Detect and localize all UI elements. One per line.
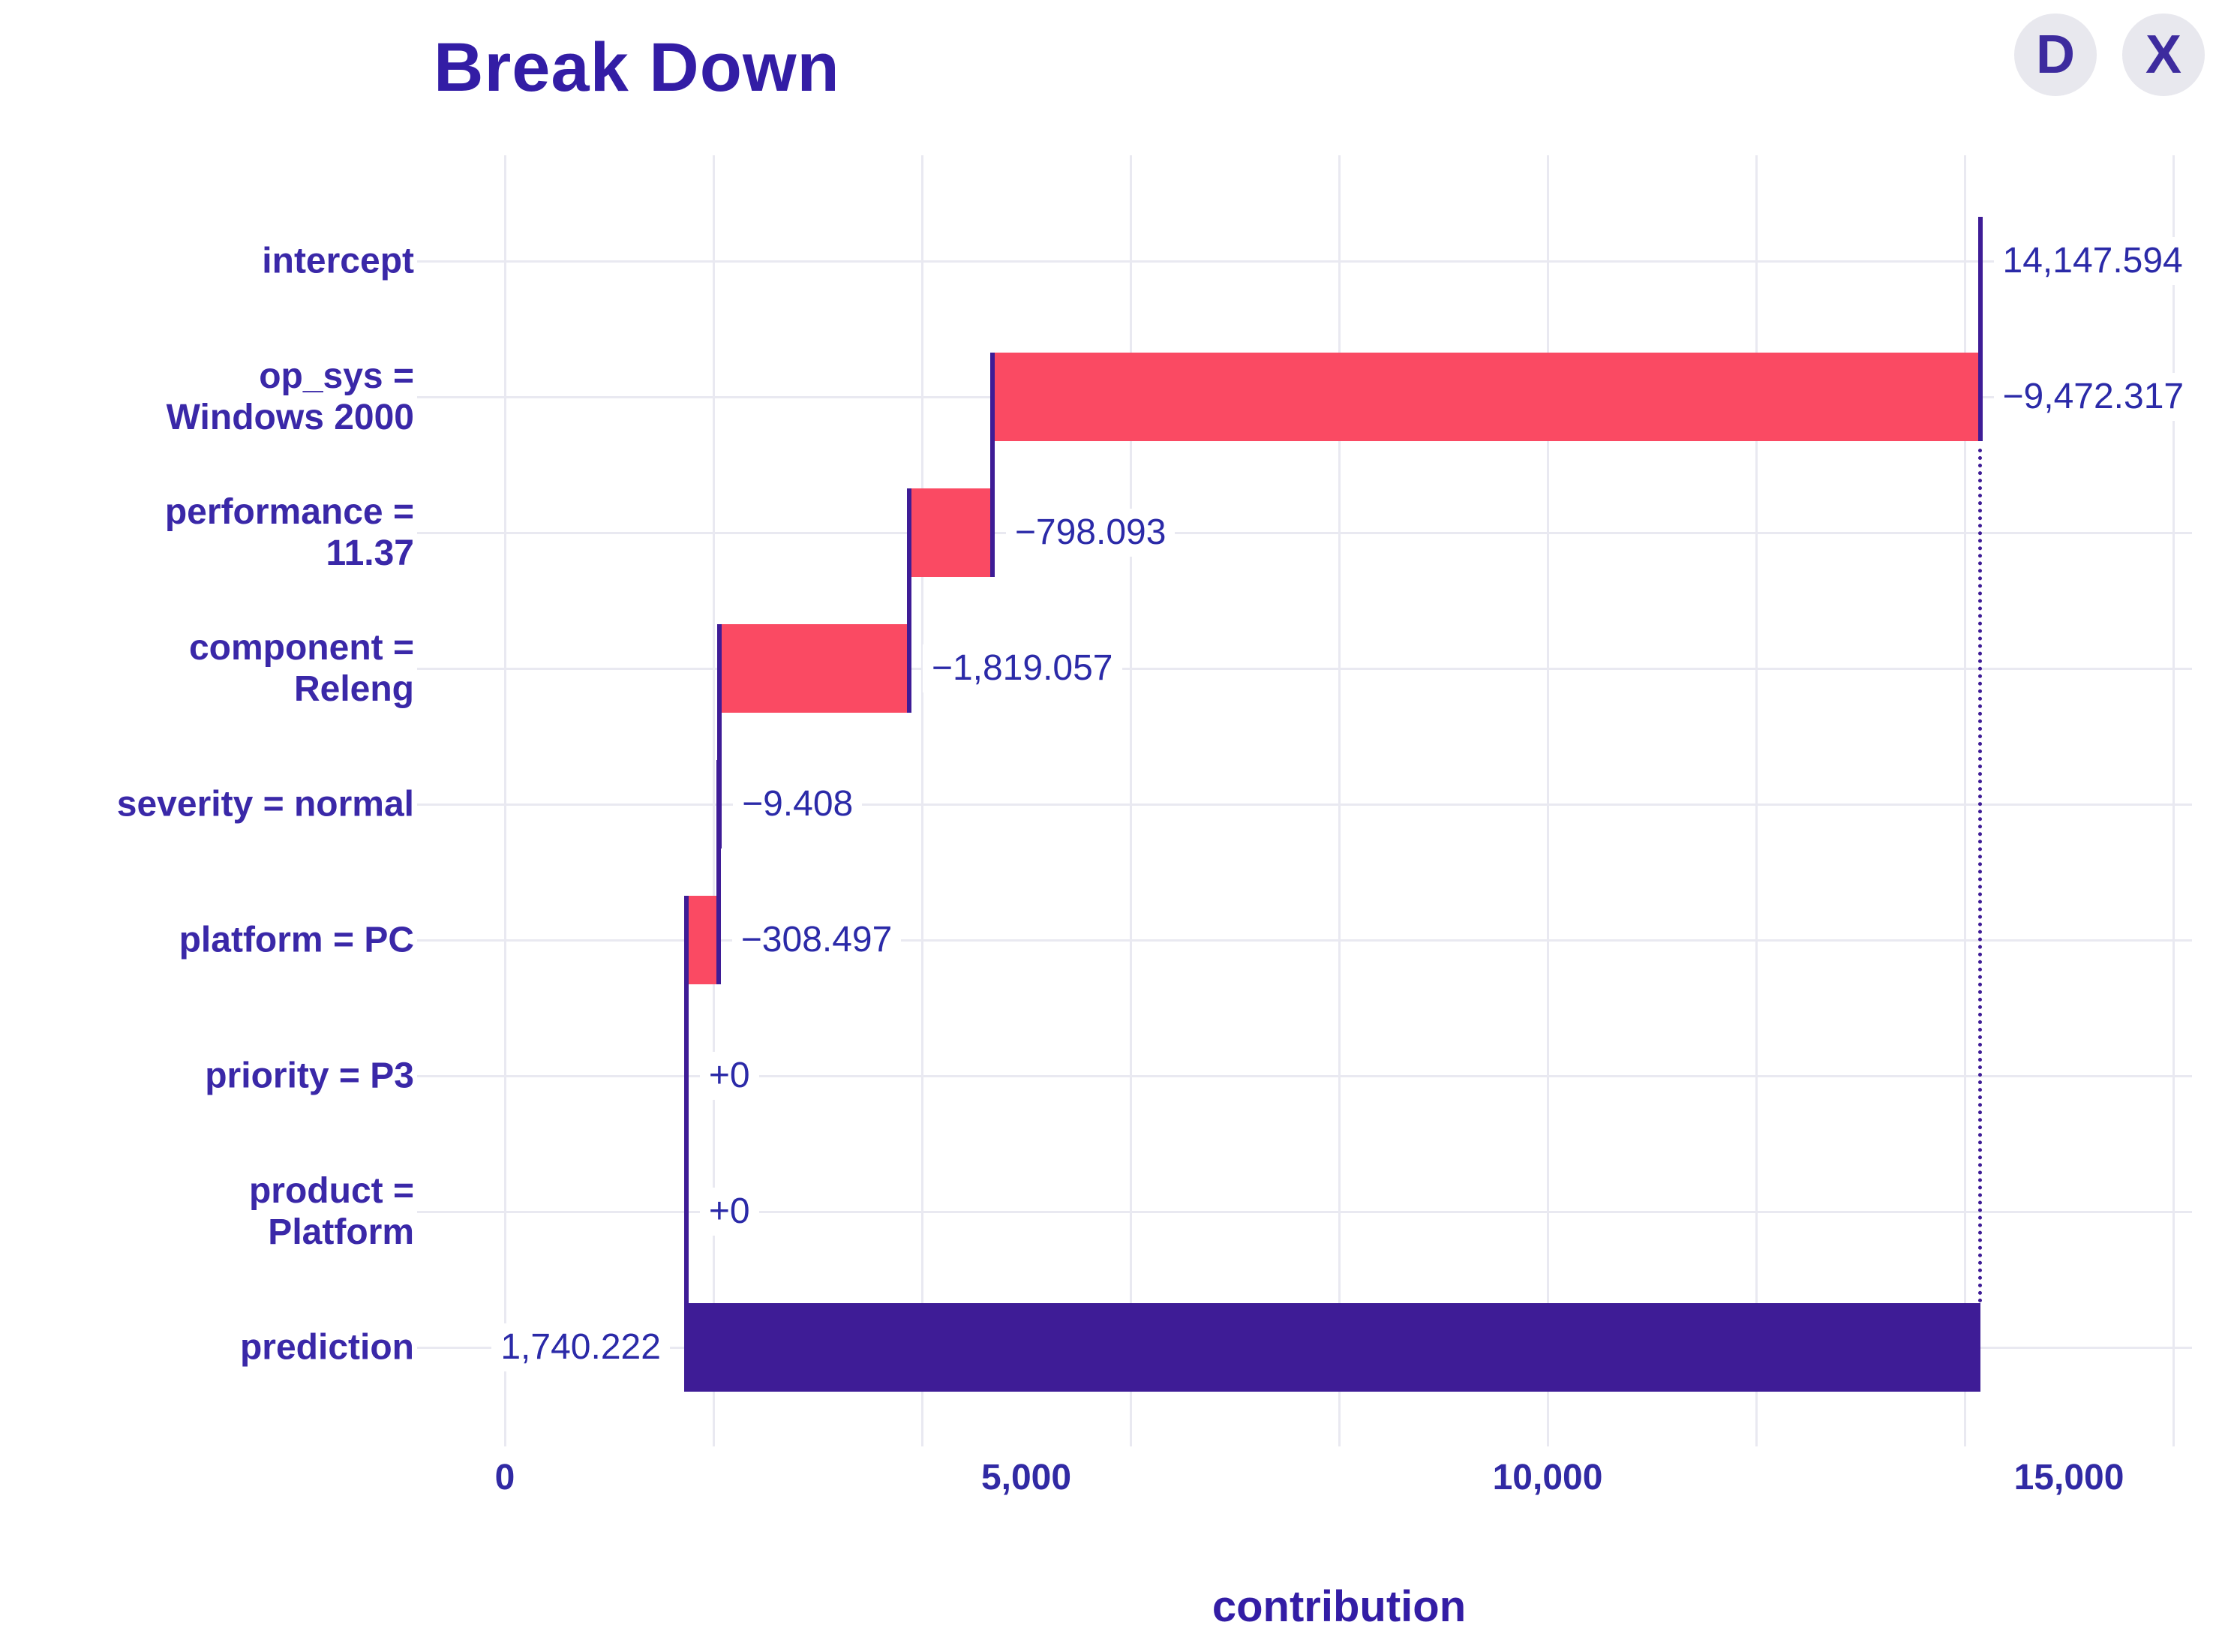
- horizontal-gridline: [417, 1210, 2192, 1213]
- bar-negative-contribution[interactable]: [992, 353, 1980, 441]
- vertical-gridline: [1546, 155, 1549, 1446]
- value-label: +0: [699, 1188, 759, 1236]
- close-button[interactable]: X: [2122, 14, 2205, 96]
- waterfall-connector-line: [683, 1032, 689, 1256]
- vertical-gridline: [1755, 155, 1758, 1446]
- y-axis-label: performance = 11.37: [164, 491, 414, 573]
- waterfall-connector-line: [683, 896, 689, 1120]
- bar-prediction[interactable]: [686, 1303, 1980, 1392]
- bar-negative-contribution[interactable]: [908, 488, 992, 577]
- vertical-gridline: [503, 155, 506, 1446]
- y-axis-label: intercept: [262, 241, 414, 281]
- chart-title: Break Down: [434, 29, 840, 106]
- vertical-gridline: [2172, 155, 2175, 1446]
- waterfall-connector-line: [683, 1167, 689, 1392]
- chart-toolbar: D X: [2014, 14, 2205, 96]
- horizontal-gridline: [417, 803, 2192, 806]
- vertical-gridline: [712, 155, 715, 1446]
- x-axis-tick-label: 10,000: [1492, 1458, 1603, 1497]
- horizontal-gridline: [417, 260, 2192, 263]
- vertical-gridline: [1338, 155, 1341, 1446]
- download-button[interactable]: D: [2014, 14, 2097, 96]
- x-axis-tick-label: 5,000: [980, 1458, 1072, 1497]
- intercept-dotted-guide-line: [1978, 449, 1983, 1303]
- y-axis-label: prediction: [239, 1327, 414, 1368]
- x-axis-title: contribution: [1212, 1582, 1467, 1631]
- value-label: −9.408: [733, 780, 863, 828]
- y-axis-label: component = Releng: [188, 627, 414, 709]
- horizontal-gridline: [417, 1074, 2192, 1077]
- horizontal-gridline: [417, 667, 2192, 670]
- y-axis-label: platform = PC: [179, 920, 414, 960]
- x-axis-tick-label: 15,000: [2013, 1458, 2124, 1497]
- x-axis-tick-label: 0: [494, 1458, 515, 1497]
- value-label: 1,740.222: [491, 1323, 670, 1371]
- vertical-gridline: [1963, 155, 1966, 1446]
- horizontal-gridline: [417, 939, 2192, 942]
- value-label: −9,472.317: [1993, 373, 2193, 421]
- y-axis-label: priority = P3: [205, 1056, 414, 1096]
- waterfall-connector-line: [906, 488, 911, 713]
- waterfall-connector-line: [989, 353, 995, 577]
- value-label: −1,819.057: [922, 644, 1122, 692]
- waterfall-connector-line: [716, 760, 721, 984]
- value-label: 14,147.594: [1993, 237, 2192, 285]
- y-axis-label: product = Platform: [248, 1170, 414, 1252]
- waterfall-connector-line: [1977, 217, 1983, 441]
- vertical-gridline: [920, 155, 923, 1446]
- value-label: +0: [699, 1052, 759, 1100]
- y-axis-label: op_sys = Windows 2000: [166, 356, 414, 437]
- waterfall-connector-line: [717, 624, 722, 849]
- value-label: −308.497: [731, 916, 902, 964]
- value-label: −798.093: [1005, 509, 1176, 557]
- y-axis-label: severity = normal: [116, 784, 414, 824]
- bar-negative-contribution[interactable]: [686, 896, 719, 984]
- horizontal-gridline: [417, 531, 2192, 534]
- bar-negative-contribution[interactable]: [719, 624, 909, 713]
- vertical-gridline: [1129, 155, 1132, 1446]
